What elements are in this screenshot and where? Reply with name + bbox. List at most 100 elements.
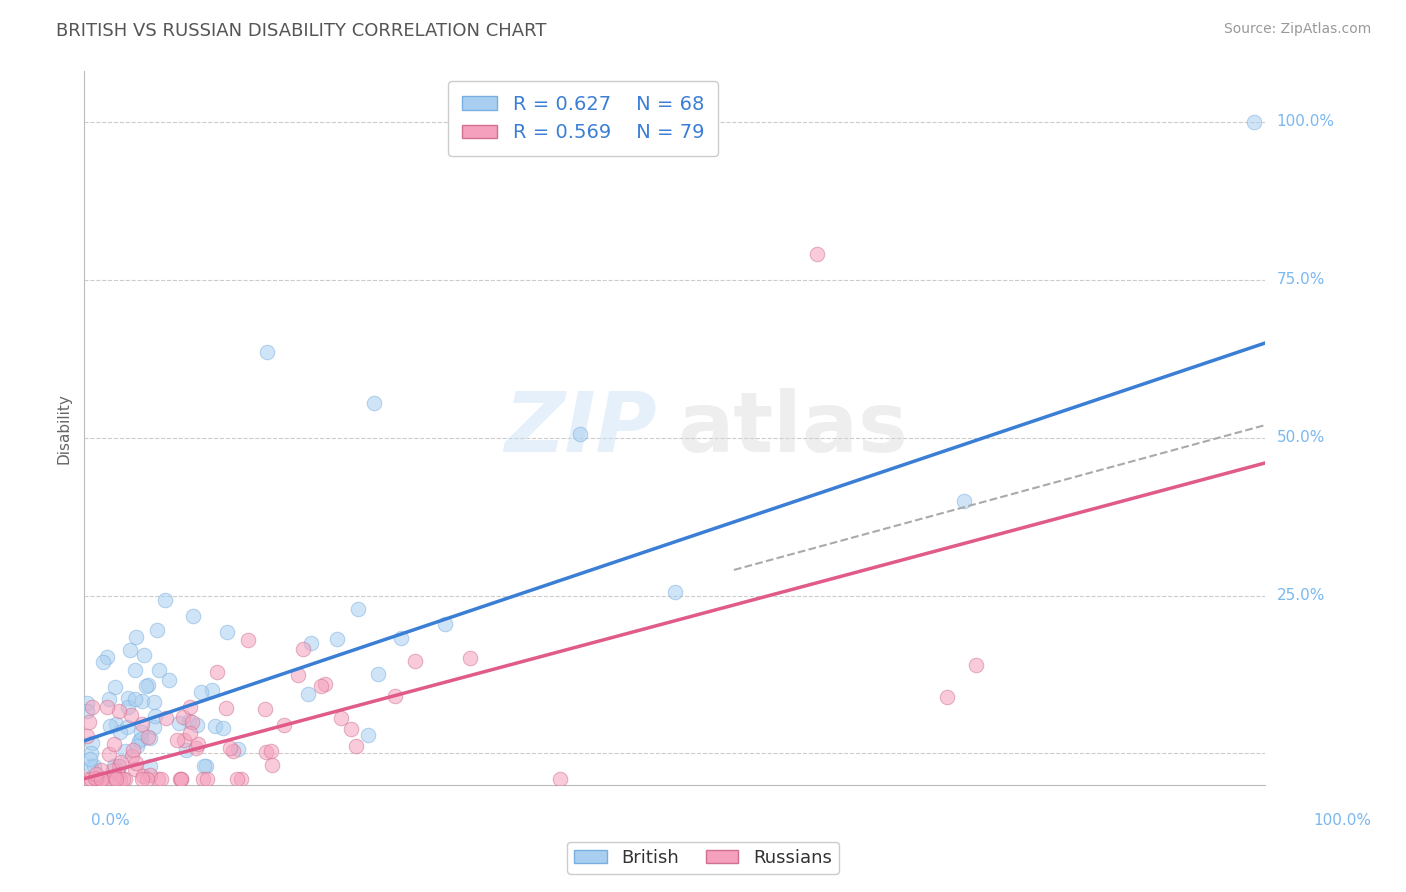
Point: [174, 743, 197, 757]
Text: 100.0%: 100.0%: [1313, 814, 1371, 828]
Point: [260, 758, 283, 772]
Point: [143, 709, 166, 723]
Y-axis label: Disability: Disability: [56, 392, 72, 464]
Text: 25.0%: 25.0%: [1277, 588, 1324, 603]
Point: [132, 769, 155, 783]
Point: [139, 759, 162, 773]
Point: [221, 744, 243, 758]
Point: [153, 592, 176, 607]
Text: BRITISH VS RUSSIAN DISABILITY CORRELATION CHART: BRITISH VS RUSSIAN DISABILITY CORRELATIO…: [56, 22, 547, 40]
Point: [96, 650, 118, 665]
Legend: British, Russians: British, Russians: [567, 842, 839, 874]
Text: ZIP: ZIP: [505, 388, 657, 468]
Point: [114, 772, 136, 786]
Point: [122, 743, 145, 757]
Point: [148, 663, 170, 677]
Point: [225, 772, 247, 786]
Point: [166, 733, 188, 747]
Point: [173, 733, 195, 747]
Point: [330, 711, 353, 725]
Point: [149, 772, 172, 786]
Point: [211, 721, 233, 735]
Point: [96, 699, 118, 714]
Point: [110, 772, 132, 786]
Point: [131, 694, 153, 708]
Point: [806, 247, 828, 261]
Point: [84, 767, 107, 781]
Point: [194, 759, 217, 773]
Point: [121, 749, 143, 764]
Point: [87, 772, 110, 786]
Point: [131, 731, 153, 746]
Point: [215, 701, 238, 715]
Point: [117, 700, 139, 714]
Point: [201, 682, 224, 697]
Point: [131, 717, 153, 731]
Point: [139, 731, 162, 745]
Point: [101, 763, 124, 777]
Point: [347, 602, 370, 616]
Point: [105, 717, 128, 731]
Text: atlas: atlas: [678, 388, 908, 468]
Point: [204, 719, 226, 733]
Point: [118, 643, 141, 657]
Point: [97, 747, 120, 761]
Point: [108, 759, 131, 773]
Point: [114, 744, 136, 758]
Point: [172, 710, 194, 724]
Point: [110, 755, 132, 769]
Point: [177, 714, 200, 728]
Point: [433, 617, 456, 632]
Point: [187, 737, 209, 751]
Point: [297, 687, 319, 701]
Point: [80, 759, 103, 773]
Point: [363, 396, 385, 410]
Legend: R = 0.627    N = 68, R = 0.569    N = 79: R = 0.627 N = 68, R = 0.569 N = 79: [449, 81, 717, 156]
Point: [94, 772, 117, 786]
Point: [90, 772, 112, 786]
Point: [935, 690, 957, 704]
Point: [103, 770, 125, 784]
Point: [124, 756, 146, 770]
Point: [299, 636, 322, 650]
Point: [965, 657, 987, 672]
Point: [148, 772, 170, 786]
Point: [953, 493, 976, 508]
Point: [103, 759, 125, 773]
Point: [143, 695, 166, 709]
Point: [80, 772, 103, 786]
Point: [76, 696, 98, 710]
Point: [190, 685, 212, 699]
Point: [104, 680, 127, 694]
Point: [181, 714, 204, 729]
Point: [205, 665, 228, 679]
Point: [146, 624, 169, 638]
Point: [170, 772, 193, 786]
Point: [90, 764, 112, 778]
Point: [108, 724, 131, 739]
Point: [98, 692, 121, 706]
Point: [340, 722, 363, 736]
Point: [131, 772, 153, 786]
Point: [76, 772, 98, 786]
Point: [136, 730, 159, 744]
Point: [155, 711, 177, 725]
Point: [254, 745, 277, 759]
Point: [125, 630, 148, 644]
Point: [217, 625, 239, 640]
Text: 50.0%: 50.0%: [1277, 430, 1324, 445]
Point: [260, 744, 283, 758]
Point: [107, 704, 129, 718]
Point: [179, 726, 201, 740]
Point: [193, 759, 215, 773]
Point: [184, 741, 207, 756]
Point: [139, 768, 162, 782]
Point: [404, 654, 426, 668]
Point: [287, 668, 309, 682]
Point: [273, 717, 295, 731]
Point: [169, 772, 191, 786]
Point: [384, 689, 406, 703]
Point: [108, 758, 131, 772]
Point: [169, 716, 191, 731]
Point: [367, 667, 389, 681]
